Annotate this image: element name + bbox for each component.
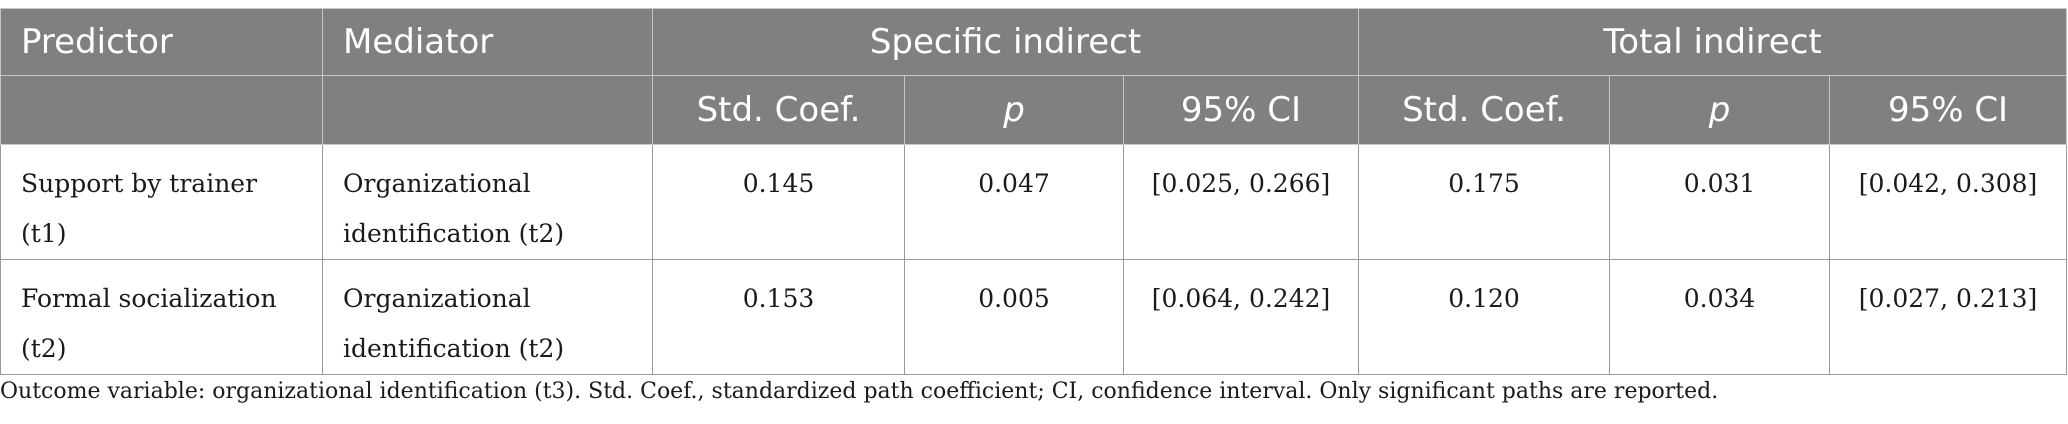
table-row: Support by trainer (t1) Organizational i… bbox=[0, 144, 2068, 260]
header-p-total: p bbox=[1609, 75, 1831, 145]
table-body: Support by trainer (t1) Organizational i… bbox=[0, 144, 2068, 375]
header-std-coef-total: Std. Coef. bbox=[1358, 75, 1611, 145]
header-ci-total: 95% CI bbox=[1829, 75, 2068, 145]
results-table-container: Predictor Mediator Specific indirect Tot… bbox=[0, 8, 2068, 375]
cell-specific-ci: [0.025, 0.266] bbox=[1122, 144, 1360, 260]
cell-specific-coef: 0.145 bbox=[652, 144, 905, 260]
cell-specific-p: 0.005 bbox=[904, 259, 1124, 375]
header-specific-indirect: Specific indirect bbox=[651, 8, 1360, 76]
header-row-1: Predictor Mediator Specific indirect Tot… bbox=[0, 8, 2068, 76]
header-row-2: Std. Coef. p 95% CI Std. Coef. p 95% CI bbox=[0, 75, 2068, 145]
cell-mediator: Organizational identification (t2) bbox=[322, 259, 653, 375]
cell-total-p: 0.031 bbox=[1609, 144, 1831, 260]
cell-total-p: 0.034 bbox=[1609, 259, 1831, 375]
header-ci-specific: 95% CI bbox=[1122, 75, 1360, 145]
cell-predictor: Support by trainer (t1) bbox=[0, 144, 323, 260]
header-std-coef-specific: Std. Coef. bbox=[652, 75, 905, 145]
indirect-effects-table: Predictor Mediator Specific indirect Tot… bbox=[0, 8, 2068, 375]
cell-total-coef: 0.120 bbox=[1358, 259, 1611, 375]
table-header: Predictor Mediator Specific indirect Tot… bbox=[0, 8, 2068, 145]
cell-total-ci: [0.027, 0.213] bbox=[1829, 259, 2068, 375]
header-total-indirect: Total indirect bbox=[1358, 8, 2068, 76]
cell-specific-p: 0.047 bbox=[904, 144, 1124, 260]
cell-predictor: Formal socialization (t2) bbox=[0, 259, 323, 375]
cell-total-ci: [0.042, 0.308] bbox=[1829, 144, 2068, 260]
header-p-specific: p bbox=[904, 75, 1124, 145]
cell-mediator: Organizational identification (t2) bbox=[322, 144, 653, 260]
header-mediator-empty bbox=[322, 75, 653, 145]
header-predictor-empty bbox=[0, 75, 323, 145]
header-predictor: Predictor bbox=[0, 8, 323, 76]
header-p-specific-label: p bbox=[1003, 90, 1025, 130]
header-mediator: Mediator bbox=[322, 8, 653, 76]
table-row: Formal socialization (t2) Organizational… bbox=[0, 259, 2068, 375]
cell-total-coef: 0.175 bbox=[1358, 144, 1611, 260]
header-p-total-label: p bbox=[1708, 90, 1731, 130]
table-footnote: Outcome variable: organizational identif… bbox=[0, 379, 1719, 404]
cell-specific-ci: [0.064, 0.242] bbox=[1122, 259, 1360, 375]
cell-specific-coef: 0.153 bbox=[652, 259, 905, 375]
